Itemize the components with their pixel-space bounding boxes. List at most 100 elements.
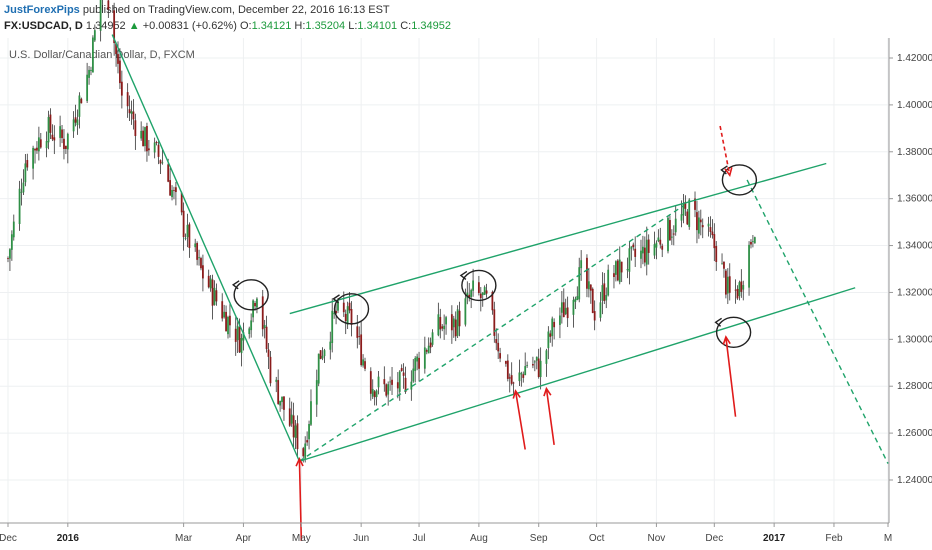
candle-body [753,237,756,244]
candle-body [493,309,496,336]
candle-body [572,299,575,315]
candle-body [157,144,160,157]
annotation-arrows [295,125,737,541]
candle-body [587,281,590,290]
candle-body [194,243,197,248]
candle-body [726,276,729,294]
candle-body [234,328,237,342]
candle-body [49,114,52,133]
candle-body [659,239,662,245]
trendline [111,34,301,462]
candle-body [66,133,69,150]
author-name[interactable]: JustForexPips [4,4,80,16]
candle-body [750,241,752,245]
candle-body [360,334,363,366]
candle-body [358,336,361,337]
close-value: 1.34952 [411,20,451,32]
candle-body [344,313,347,322]
y-tick-label: 1.28000 [897,381,932,392]
candle-body [576,296,579,300]
candle-body [736,288,739,299]
candle-body [229,315,231,326]
published-text: published on TradingView.com, December 2… [82,4,390,16]
candle-body [200,258,202,269]
candle-body [742,285,745,290]
low-label: L: [348,20,358,32]
low-value: 1.34101 [357,20,398,32]
candle-body [721,263,723,265]
candle-body [667,217,669,252]
candle-body [520,373,523,375]
candle-body [628,248,631,272]
candle-body [144,127,146,147]
candle-body [723,261,725,269]
candle-body [63,138,65,150]
candle-body [283,396,285,410]
candle-body [607,269,610,296]
candle-body [402,372,405,376]
annotation-circles [231,164,758,348]
candle-body [182,210,185,238]
candle-body [290,414,293,424]
candle-body [39,139,42,148]
last-price: 1.34952 [85,20,126,32]
candle-body [9,249,11,259]
candle-body [213,287,216,305]
candle-body [466,292,469,299]
candle-body [302,448,305,457]
arrow-shaft [725,336,737,417]
candle-body [211,279,214,306]
trendline [299,205,684,462]
candle-body [184,238,187,239]
candle-body [499,353,502,359]
candle-body [682,203,685,216]
x-tick-label: M [884,533,892,544]
close-label: C: [400,20,412,32]
y-tick-label: 1.24000 [897,475,932,486]
candle-body [701,225,704,228]
candle-body [159,160,162,164]
candle-body [306,440,309,443]
candle-body [387,384,390,395]
candle-body [45,141,48,149]
candle-body [613,273,615,277]
time-axis[interactable]: Dec 2016 Mar Apr May Jun Jul Aug Sep Oct Nov Dec 201… [0,522,892,544]
arrow-head [543,386,552,397]
candle-body [450,314,453,331]
candle-body [331,310,334,344]
candle-body [634,248,637,257]
candle-body [335,310,337,314]
candle-body [470,290,473,298]
candle-body [147,148,150,151]
candle-body [373,391,376,398]
candle-body [292,415,295,438]
candle-body [437,314,440,336]
x-tick-label: Mar [175,533,193,544]
candle-body [120,81,123,96]
candle-body [752,241,754,242]
trendline [289,162,827,315]
candle-body [711,231,714,236]
x-tick-label: Jun [353,533,369,544]
candle-body [74,117,77,123]
candle-body [418,357,420,369]
candle-body [559,315,561,325]
circle-arrowhead [459,270,468,280]
candle-body [34,148,36,151]
candle-body [342,302,345,313]
candle-body [59,126,62,138]
price-axis[interactable]: 1.24000 1.26000 1.28000 1.30000 1.32000 1.340… [888,38,932,523]
x-tick-label: Apr [236,533,252,544]
candle-body [547,331,550,349]
candle-body [414,357,417,371]
candle-body [591,288,594,313]
candle-body [310,401,312,425]
candle-body [389,381,392,383]
candle-body [92,37,94,73]
candle-body [321,355,324,359]
candle-body [508,377,511,379]
candle-body [119,60,121,84]
candle-body [416,356,419,362]
arrow-head [512,389,521,399]
